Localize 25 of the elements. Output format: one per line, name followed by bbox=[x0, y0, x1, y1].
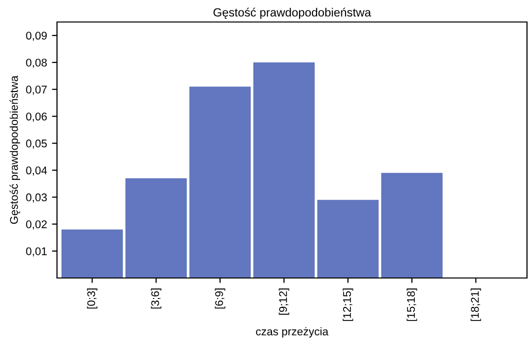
x-tick-label: [12;15] bbox=[342, 288, 354, 321]
x-tick-label: [18;21] bbox=[470, 288, 482, 321]
x-tick-label: [3;6] bbox=[150, 288, 162, 309]
chart-title: Gęstość prawdopodobieństwa bbox=[214, 8, 372, 19]
x-tick-label: [0;3] bbox=[86, 288, 98, 309]
bar bbox=[125, 178, 187, 278]
bar bbox=[317, 200, 379, 278]
y-tick-label: 0,02 bbox=[26, 220, 47, 230]
y-axis-title: Gęstość prawdopodobieństwa bbox=[10, 76, 20, 224]
bar bbox=[381, 172, 443, 278]
y-tick-label: 0,05 bbox=[26, 140, 47, 149]
x-tick-label: [6;9] bbox=[214, 288, 226, 309]
x-tick-label: [15;18] bbox=[406, 288, 418, 321]
y-tick-label: 0,08 bbox=[26, 58, 47, 68]
y-tick-label: 0,07 bbox=[26, 86, 47, 95]
bar bbox=[253, 62, 315, 278]
x-axis-title: czas przeżycia bbox=[256, 327, 328, 338]
y-tick-label: 0,01 bbox=[26, 247, 47, 256]
y-tick-label: 0,09 bbox=[26, 32, 47, 41]
y-tick-label: 0,03 bbox=[26, 193, 47, 203]
bar bbox=[61, 229, 123, 278]
y-tick-label: 0,06 bbox=[26, 112, 47, 122]
x-tick-label: [9;12] bbox=[278, 288, 290, 315]
bar bbox=[189, 86, 251, 278]
y-tick-label: 0,04 bbox=[26, 166, 47, 176]
